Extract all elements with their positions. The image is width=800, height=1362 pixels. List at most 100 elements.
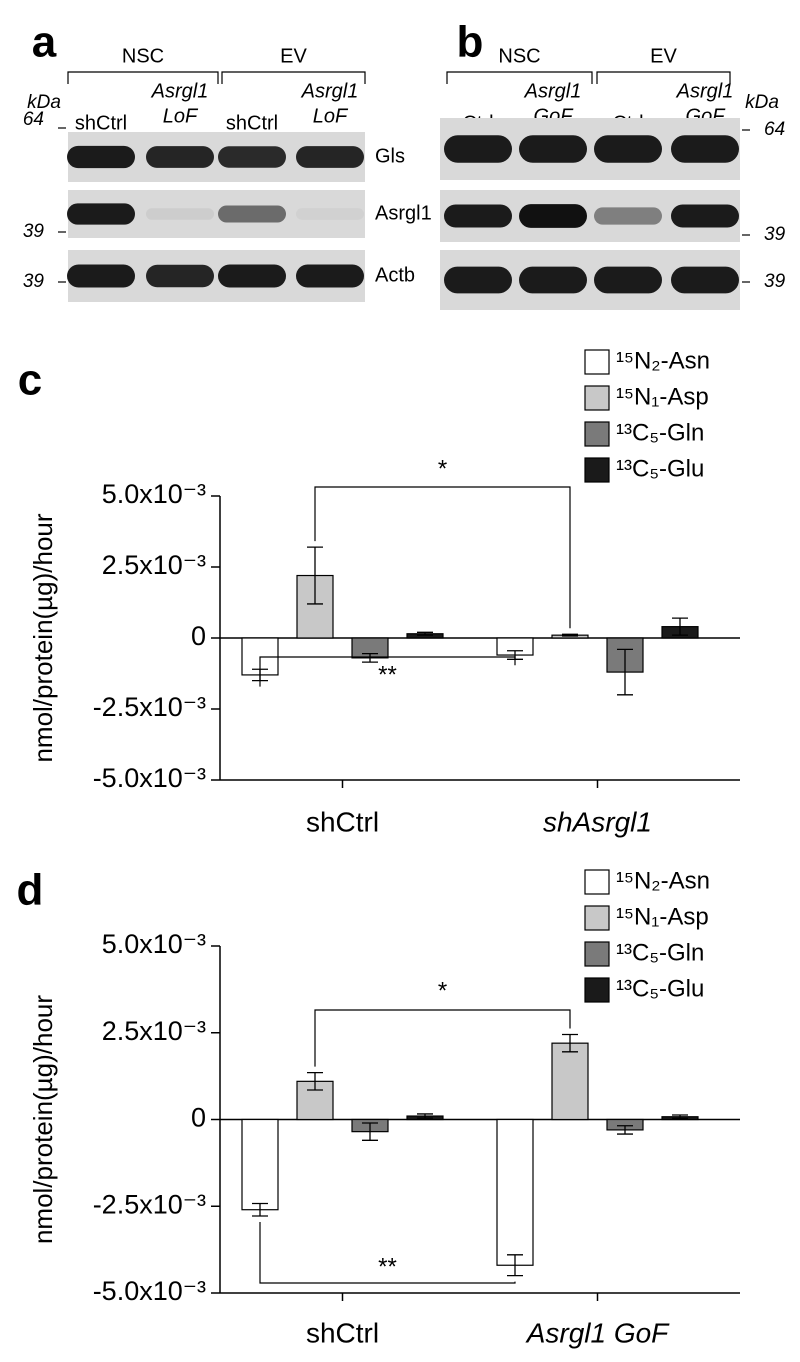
- blot-band: [594, 266, 662, 294]
- y-tick-label: 0: [191, 621, 206, 651]
- significance-label: *: [438, 977, 447, 1004]
- panel-letter: d: [17, 866, 44, 915]
- significance-bracket: [314, 1009, 571, 1067]
- y-tick-label: 2.5x10⁻³: [102, 1016, 206, 1046]
- blot-band: [444, 204, 512, 228]
- lane-label: LoF: [163, 105, 199, 127]
- blot-band: [671, 135, 739, 163]
- legend-label: ¹³C₅-Glu: [616, 975, 704, 1002]
- lane-label: shCtrl: [226, 112, 278, 134]
- group-label: NSC: [498, 45, 540, 67]
- group-label: NSC: [122, 45, 164, 67]
- error-bar: [562, 633, 578, 637]
- y-tick-label: 2.5x10⁻³: [102, 550, 206, 580]
- blot-band: [594, 135, 662, 163]
- error-bar: [672, 1114, 688, 1120]
- y-axis-label: nmol/protein(µg)/hour: [28, 995, 58, 1244]
- blot-band: [671, 266, 739, 294]
- error-bar: [417, 631, 433, 636]
- marker-label: 39: [23, 271, 45, 292]
- blot-band: [296, 146, 364, 168]
- x-tick-label: shCtrl: [306, 1317, 379, 1348]
- y-tick-label: 0: [191, 1103, 206, 1133]
- blot-band: [519, 135, 587, 163]
- panel-letter: c: [18, 356, 42, 405]
- y-tick-label: 5.0x10⁻³: [102, 479, 206, 509]
- blot-band: [519, 266, 587, 294]
- legend-swatch: [584, 385, 610, 411]
- legend-label: ¹⁵N₂-Asn: [616, 867, 710, 894]
- blot-band: [67, 203, 135, 225]
- protein-label: Asrgl1: [375, 202, 432, 224]
- error-bar: [562, 1033, 578, 1053]
- blot-band: [146, 264, 214, 288]
- legend-swatch: [584, 457, 610, 483]
- protein-label: Gls: [375, 145, 405, 167]
- significance-label: *: [438, 455, 447, 482]
- y-tick-label: 5.0x10⁻³: [102, 929, 206, 959]
- legend-label: ¹³C₅-Gln: [616, 419, 704, 446]
- legend-swatch: [584, 941, 610, 967]
- marker-label: 64: [764, 119, 785, 140]
- y-tick-label: -2.5x10⁻³: [93, 1189, 206, 1219]
- legend-swatch: [584, 977, 610, 1003]
- error-bar: [362, 652, 378, 663]
- blot-band: [146, 208, 214, 220]
- blot-band: [671, 204, 739, 228]
- significance-bracket: [259, 656, 516, 687]
- error-bar: [362, 1122, 378, 1141]
- blot-band: [594, 207, 662, 225]
- marker-label: 39: [764, 224, 786, 245]
- unit-label: kDa: [27, 92, 61, 113]
- panel-letter: a: [32, 18, 57, 67]
- lane-label: Asrgl1: [151, 80, 209, 102]
- legend-swatch: [584, 421, 610, 447]
- marker-label: 39: [23, 221, 45, 242]
- error-bar: [672, 617, 688, 636]
- protein-label: Actb: [375, 264, 415, 286]
- legend-label: ¹⁵N₂-Asn: [616, 347, 710, 374]
- lane-label: Asrgl1: [524, 80, 582, 102]
- group-label: EV: [650, 45, 677, 67]
- blot-band: [444, 266, 512, 294]
- significance-bracket: [314, 486, 571, 629]
- unit-label: kDa: [745, 92, 779, 113]
- lane-label: shCtrl: [75, 112, 127, 134]
- blot-band: [218, 264, 286, 288]
- marker-label: 39: [764, 271, 786, 292]
- significance-bracket: [259, 1221, 516, 1284]
- group-label: EV: [280, 45, 307, 67]
- bar: [496, 1118, 534, 1266]
- group-bracket: [67, 71, 219, 84]
- y-axis-label: nmol/protein(µg)/hour: [28, 513, 58, 762]
- significance-label: **: [378, 661, 397, 688]
- legend-label: ¹⁵N₁-Asp: [616, 383, 709, 410]
- error-bar: [307, 546, 323, 605]
- significance-label: **: [378, 1253, 397, 1280]
- lane-label: Asrgl1: [301, 80, 359, 102]
- group-bracket: [446, 71, 593, 84]
- blot-band: [67, 264, 135, 288]
- error-bar: [617, 1125, 633, 1135]
- bar: [551, 1042, 589, 1121]
- blot-band: [218, 146, 286, 168]
- legend-swatch: [584, 905, 610, 931]
- lane-label: LoF: [313, 105, 349, 127]
- blot-band: [444, 135, 512, 163]
- error-bar: [252, 1202, 268, 1217]
- blot-band: [67, 145, 135, 169]
- group-bracket: [596, 71, 731, 84]
- error-bar: [307, 1072, 323, 1091]
- y-tick-label: -2.5x10⁻³: [93, 692, 206, 722]
- y-tick-label: -5.0x10⁻³: [93, 763, 206, 793]
- error-bar: [417, 1113, 433, 1119]
- marker-label: 64: [23, 109, 44, 130]
- bar: [241, 1118, 279, 1211]
- x-tick-label: shCtrl: [306, 806, 379, 837]
- x-tick-label: shAsrgl1: [543, 806, 652, 837]
- lane-label: Asrgl1: [676, 80, 734, 102]
- legend-swatch: [584, 869, 610, 895]
- legend-label: ¹³C₅-Gln: [616, 939, 704, 966]
